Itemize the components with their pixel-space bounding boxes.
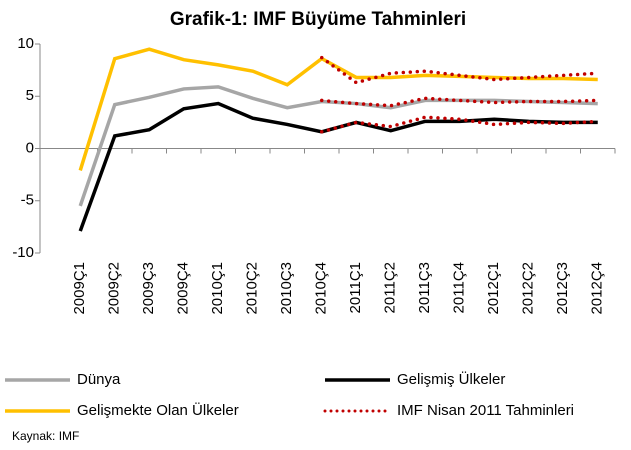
- x-tick-label: 2011Ç3: [416, 262, 433, 313]
- chart-title: Grafik-1: IMF Büyüme Tahminleri: [170, 9, 466, 30]
- x-tick-label: 2009Ç1: [71, 262, 88, 315]
- x-tick-label: 2009Ç4: [175, 262, 192, 315]
- x-tick-label: 2009Ç3: [140, 262, 157, 315]
- x-tick-label: 2010Ç2: [244, 262, 261, 315]
- series-line: [78, 47, 598, 171]
- source: Kaynak: IMF: [12, 429, 79, 443]
- legend-label: Dünya: [77, 371, 121, 388]
- x-tick-label: 2012Ç1: [485, 262, 502, 315]
- forecast-line: [320, 96, 600, 108]
- x-tick-label: 2011Ç4: [451, 262, 468, 313]
- x-tick-label: 2011Ç1: [347, 262, 364, 313]
- series-line: [78, 85, 598, 207]
- forecast-line: [320, 55, 600, 85]
- x-tick-label: 2011Ç2: [382, 262, 399, 313]
- y-tick-label: 10: [17, 35, 34, 52]
- y-tick-label: -5: [21, 192, 34, 209]
- legend-label: Gelişmiş Ülkeler: [397, 370, 505, 388]
- y-tick-label: 0: [26, 139, 34, 156]
- x-tick-label: 2012Ç4: [589, 262, 606, 315]
- x-tick-label: 2010Ç4: [313, 262, 330, 315]
- series-line: [78, 101, 598, 232]
- legend-label: IMF Nisan 2011 Tahminleri: [397, 402, 574, 419]
- legend-label: Gelişmekte Olan Ülkeler: [77, 401, 239, 419]
- y-tick-label: -10: [12, 244, 34, 261]
- x-tick-label: 2010Ç1: [209, 262, 226, 315]
- forecast-line: [320, 115, 600, 134]
- x-tick-label: 2010Ç3: [278, 262, 295, 315]
- x-tick-label: 2012Ç2: [520, 262, 537, 315]
- x-tick-label: 2012Ç3: [554, 262, 571, 315]
- x-tick-label: 2009Ç2: [106, 262, 123, 315]
- y-tick-label: 5: [26, 87, 34, 104]
